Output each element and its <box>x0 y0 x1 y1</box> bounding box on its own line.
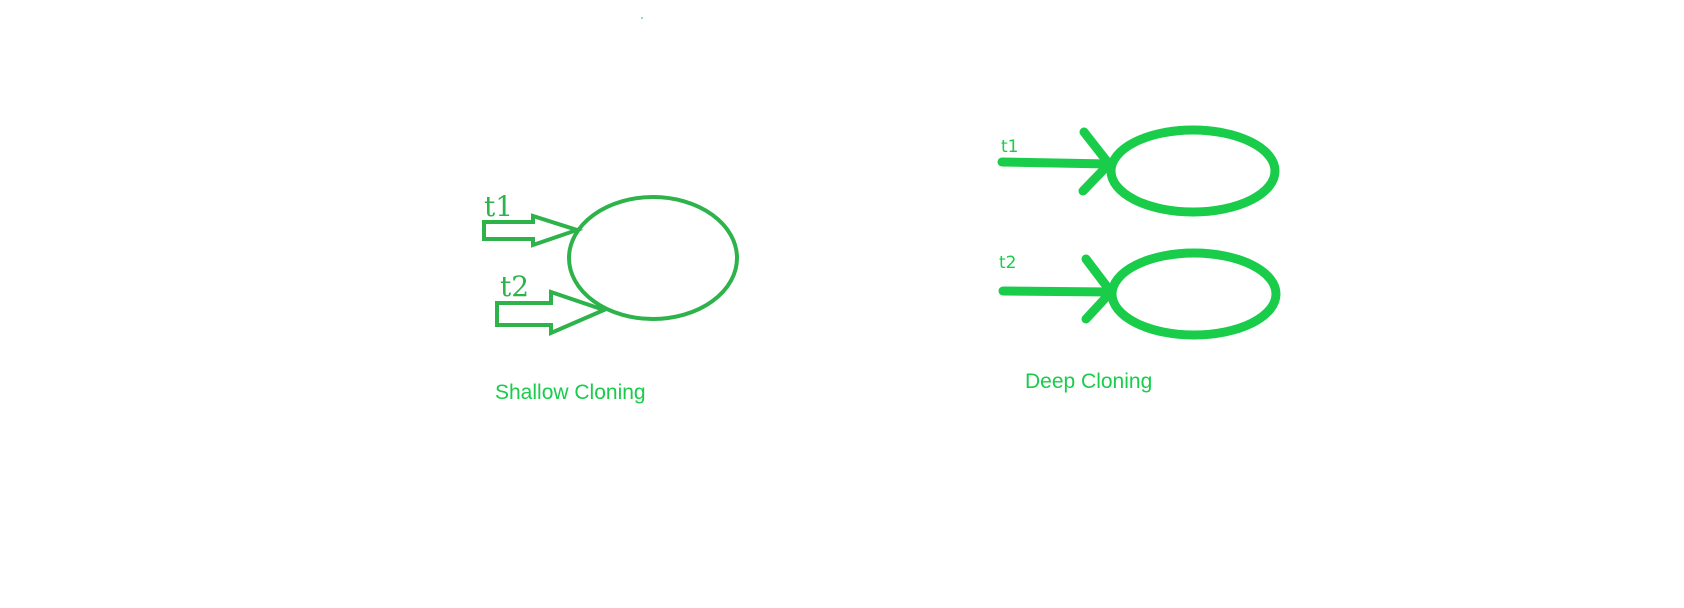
shallow-shared-object <box>567 195 739 321</box>
deep-t2-arrow <box>998 254 1116 324</box>
shallow-cloning-caption: Shallow Cloning <box>495 381 646 404</box>
deep-object-1 <box>1106 125 1280 217</box>
deep-t1-arrow <box>997 127 1114 196</box>
stray-dot <box>641 17 643 19</box>
shallow-t2-label: t2 <box>500 270 529 303</box>
deep-t2-label: t2 <box>999 253 1016 273</box>
shallow-t1-label: t1 <box>484 190 513 223</box>
deep-cloning-caption: Deep Cloning <box>1025 370 1152 393</box>
shallow-t2-arrow <box>495 289 610 337</box>
shallow-t1-arrow <box>482 213 584 248</box>
deep-cloning-diagram: t1 t2 Deep Cloning <box>997 125 1281 393</box>
shallow-cloning-diagram: t1 t2 Shallow Cloning <box>482 190 739 404</box>
deep-object-2 <box>1107 248 1281 340</box>
deep-t1-label: t1 <box>1001 137 1018 157</box>
